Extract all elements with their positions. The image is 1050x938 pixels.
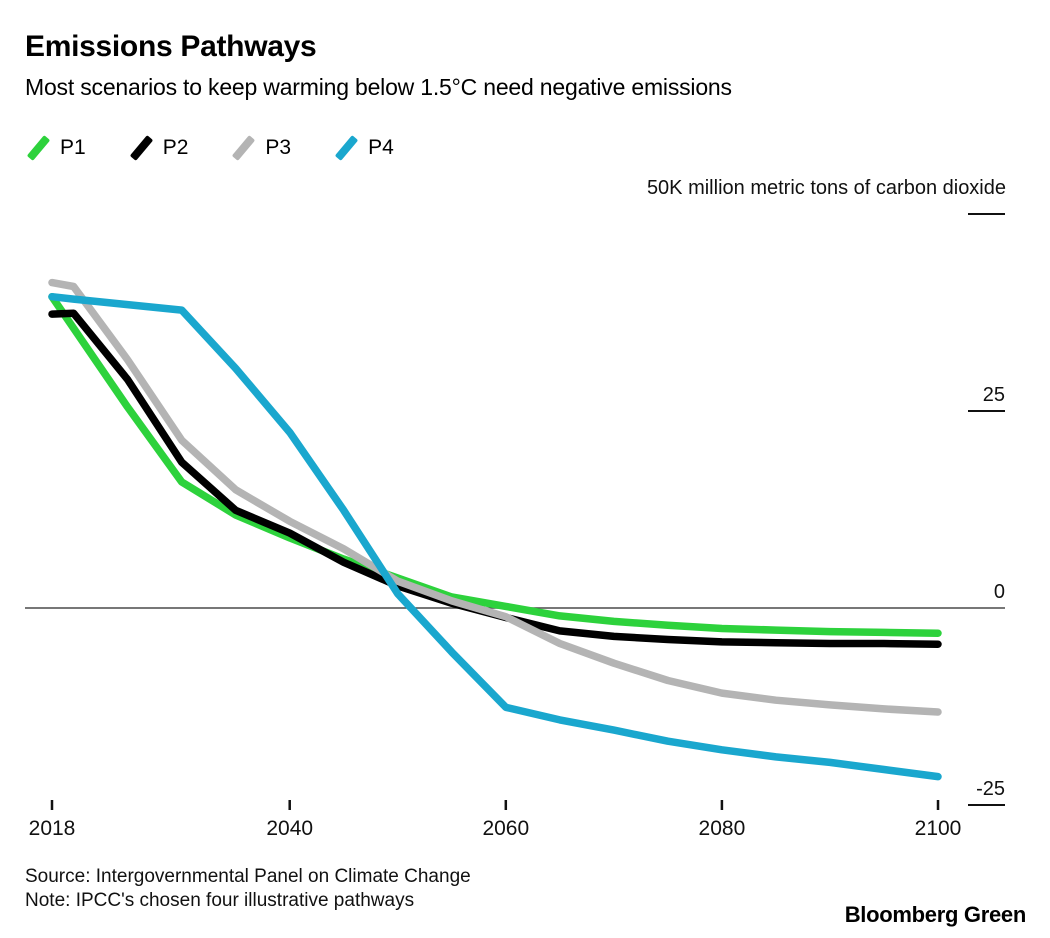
- legend-label: P1: [60, 136, 86, 159]
- x-tick-label-2100: 2100: [914, 817, 962, 840]
- x-tick-label-2018: 2018: [28, 817, 76, 840]
- x-tick-label-2060: 2060: [482, 817, 530, 840]
- page-title: Emissions Pathways: [25, 30, 317, 63]
- x-tick-label-2040: 2040: [266, 817, 314, 840]
- brand-logo: Bloomberg Green: [844, 902, 1027, 927]
- y-tick-label--25: -25: [976, 778, 1005, 800]
- legend-item-p1: P1: [25, 135, 86, 161]
- x-tick-label-2080: 2080: [698, 817, 746, 840]
- page-subtitle: Most scenarios to keep warming below 1.5…: [25, 74, 732, 100]
- legend: P1 P2 P3 P4: [25, 135, 436, 161]
- y-tick-label-0: 0: [993, 581, 1005, 603]
- legend-item-p4: P4: [333, 135, 394, 161]
- series-line-p1: [48, 292, 942, 637]
- note-text: Note: IPCC's chosen four illustrative pa…: [25, 890, 415, 911]
- legend-label: P4: [368, 136, 394, 159]
- y-axis-unit-label: 50K million metric tons of carbon dioxid…: [646, 177, 1006, 199]
- series-line-p4: [48, 292, 942, 781]
- y-tick-label-25: 25: [982, 384, 1005, 406]
- series-line-p2: [48, 309, 942, 648]
- legend-item-p3: P3: [230, 135, 292, 161]
- legend-label: P2: [162, 136, 189, 159]
- source-text: Source: Intergovernmental Panel on Clima…: [25, 866, 471, 887]
- series-line-p3: [48, 278, 942, 716]
- legend-item-p2: P2: [128, 135, 189, 161]
- legend-label: P3: [265, 136, 292, 159]
